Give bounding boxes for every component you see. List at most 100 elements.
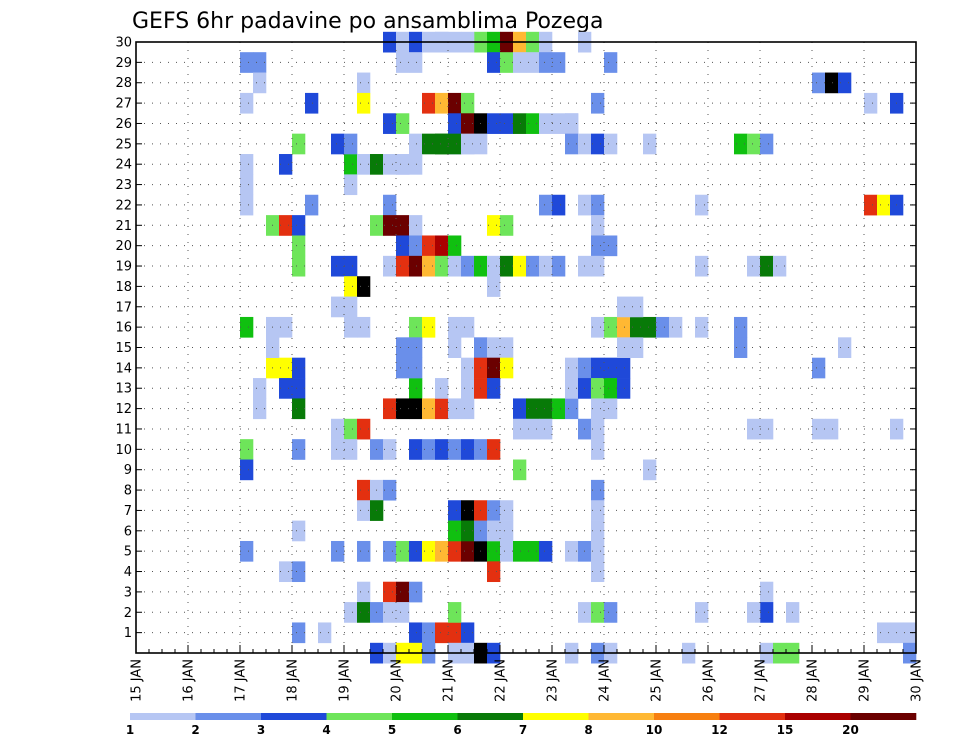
heat-cell — [409, 357, 423, 379]
heat-cell — [500, 255, 514, 277]
heat-cell — [760, 133, 774, 155]
heat-cell — [292, 561, 306, 583]
heat-cell — [435, 133, 449, 155]
heat-cell — [435, 378, 449, 399]
x-tick-label: 30 JAN — [910, 659, 925, 702]
heat-cell — [422, 235, 436, 257]
heat-cell — [591, 418, 605, 440]
y-tick-label: 18 — [115, 280, 132, 295]
heat-cell — [240, 52, 254, 73]
heat-cell — [240, 439, 254, 460]
heat-cell — [539, 540, 553, 562]
heat-cell — [435, 255, 449, 277]
heat-cell — [396, 581, 410, 603]
heat-cell — [305, 92, 319, 114]
heat-cell — [396, 602, 410, 623]
heat-cell — [422, 316, 436, 338]
x-tick-label: 15 JAN — [130, 659, 145, 702]
heat-cell — [604, 235, 618, 257]
y-tick-label: 6 — [124, 524, 132, 539]
heat-cell — [331, 296, 345, 318]
heat-cell — [461, 540, 475, 562]
x-tick-label: 18 JAN — [286, 659, 301, 702]
heat-cell — [396, 52, 410, 73]
heat-cell — [357, 276, 371, 297]
heat-cell — [448, 602, 462, 623]
heat-cell — [487, 357, 501, 379]
x-tick-label: 25 JAN — [650, 659, 665, 702]
heat-cell — [383, 113, 397, 134]
heat-cell — [565, 398, 579, 420]
heat-cell — [760, 581, 774, 603]
heat-cell — [500, 540, 514, 562]
heat-cell — [240, 316, 254, 338]
heat-cell — [487, 520, 501, 542]
heat-cell — [357, 500, 371, 521]
heat-cell — [448, 500, 462, 521]
heat-cell — [396, 540, 410, 562]
heat-cell — [591, 235, 605, 257]
y-tick-label: 12 — [115, 402, 132, 417]
heat-cell — [461, 357, 475, 379]
colorbar-swatch — [261, 713, 327, 720]
colorbar-label: 10 — [646, 723, 663, 737]
heat-cell — [487, 378, 501, 399]
colorbar-label: 3 — [257, 723, 265, 737]
heat-cell — [292, 235, 306, 257]
x-tick-label: 19 JAN — [338, 659, 353, 702]
heat-cell — [409, 52, 423, 73]
colorbar-swatch — [785, 713, 851, 720]
heat-cell — [331, 133, 345, 155]
heat-cell — [448, 622, 462, 644]
heat-cell — [279, 215, 293, 236]
heat-cell — [279, 357, 293, 379]
colorbar: 1 2 3 4 5 6 7 8 10 12 15 20 — [126, 713, 917, 737]
heat-cell — [591, 255, 605, 277]
y-tick-label: 7 — [124, 504, 132, 519]
heat-cell — [760, 602, 774, 623]
heat-cell — [591, 133, 605, 155]
y-tick-label: 24 — [115, 158, 132, 173]
heat-cell — [409, 378, 423, 399]
heat-cell — [240, 92, 254, 114]
heat-cell — [292, 215, 306, 236]
heat-cell — [383, 154, 397, 175]
x-tick-label: 17 JAN — [234, 659, 249, 702]
heat-cell — [812, 357, 826, 379]
heat-cell — [526, 540, 540, 562]
heat-cell — [409, 540, 423, 562]
heat-cell — [318, 622, 332, 644]
heat-cell — [604, 602, 618, 623]
y-tick-label: 11 — [115, 422, 132, 437]
heat-cell — [812, 72, 826, 94]
heat-cell — [487, 52, 501, 73]
heat-cell — [409, 133, 423, 155]
heat-cell — [604, 357, 618, 379]
heat-cell — [734, 316, 748, 338]
heat-cell — [695, 316, 709, 338]
heat-cell — [747, 602, 761, 623]
heat-cell — [526, 418, 540, 440]
heat-cell — [344, 439, 358, 460]
heat-cell — [526, 398, 540, 420]
heat-cell — [539, 398, 553, 420]
heat-cell — [331, 439, 345, 460]
heat-cell — [591, 316, 605, 338]
heat-cell — [630, 316, 644, 338]
y-tick-label: 3 — [124, 585, 132, 600]
heat-cell — [591, 561, 605, 583]
heat-cell — [734, 133, 748, 155]
heat-cell — [526, 255, 540, 277]
colorbar-label: 15 — [777, 723, 794, 737]
heat-cell — [500, 113, 514, 134]
heat-cell — [812, 418, 826, 440]
heat-cell — [565, 133, 579, 155]
heat-cell — [500, 215, 514, 236]
y-tick-label: 27 — [115, 97, 132, 112]
heat-cell — [396, 337, 410, 358]
heat-cell — [591, 500, 605, 521]
heat-cell — [357, 316, 371, 338]
heat-cell — [240, 174, 254, 196]
y-tick-label: 25 — [115, 137, 132, 152]
